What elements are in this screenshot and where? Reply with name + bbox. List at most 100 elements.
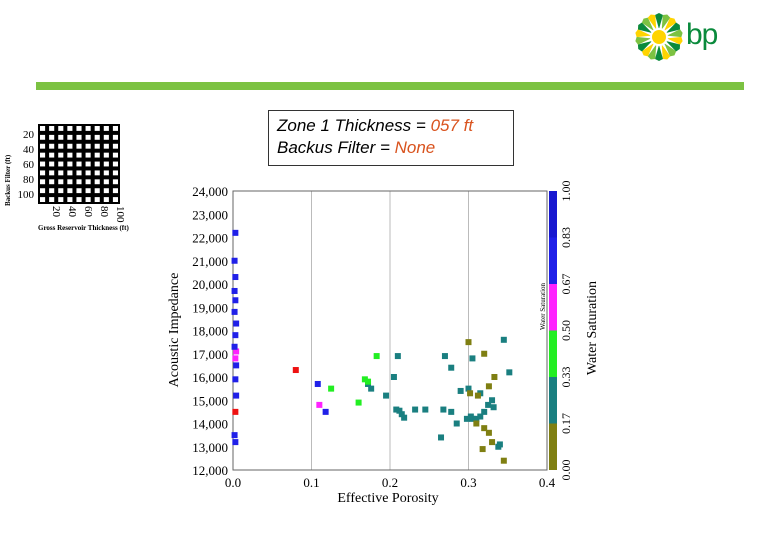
- selector-cell[interactable]: [76, 170, 82, 176]
- selector-cell[interactable]: [49, 126, 55, 131]
- selector-cell[interactable]: [103, 152, 109, 158]
- selector-cell[interactable]: [40, 170, 46, 176]
- selector-cell[interactable]: [94, 143, 100, 149]
- selector-cell[interactable]: [85, 134, 91, 140]
- selector-cell[interactable]: [94, 188, 100, 194]
- data-point: [467, 390, 474, 397]
- selector-cell[interactable]: [58, 126, 64, 131]
- data-point: [401, 414, 408, 421]
- colorbar-tick-label: 0.83: [559, 227, 573, 248]
- selector-cell[interactable]: [103, 143, 109, 149]
- selector-cell[interactable]: [40, 179, 46, 185]
- backus-filter-line: Backus Filter = None: [277, 137, 513, 159]
- selector-cell[interactable]: [112, 134, 118, 140]
- selector-cell[interactable]: [40, 152, 46, 158]
- selector-cell[interactable]: [103, 161, 109, 167]
- selector-cell[interactable]: [49, 161, 55, 167]
- selector-cell[interactable]: [103, 179, 109, 185]
- selector-cell[interactable]: [40, 143, 46, 149]
- selector-cell[interactable]: [94, 126, 100, 131]
- selector-cell[interactable]: [94, 179, 100, 185]
- selector-cell[interactable]: [67, 134, 73, 140]
- selector-cell[interactable]: [85, 197, 91, 202]
- selector-cell[interactable]: [76, 152, 82, 158]
- zone-info-box: Zone 1 Thickness = 057 ft Backus Filter …: [268, 110, 514, 166]
- selector-cell[interactable]: [85, 170, 91, 176]
- selector-cell[interactable]: [58, 179, 64, 185]
- selector-cell[interactable]: [67, 143, 73, 149]
- selector-cell[interactable]: [76, 134, 82, 140]
- selector-cell[interactable]: [76, 188, 82, 194]
- selector-cell[interactable]: [49, 170, 55, 176]
- selector-cell[interactable]: [85, 126, 91, 131]
- colorbar-tick-label: 0.17: [559, 413, 573, 434]
- selector-cell[interactable]: [58, 134, 64, 140]
- selector-cell[interactable]: [67, 126, 73, 131]
- selector-cell[interactable]: [103, 134, 109, 140]
- selector-cell[interactable]: [49, 197, 55, 202]
- selector-cell[interactable]: [103, 170, 109, 176]
- selector-cell[interactable]: [112, 170, 118, 176]
- selector-cell[interactable]: [67, 179, 73, 185]
- selector-cell[interactable]: [67, 188, 73, 194]
- selector-cell[interactable]: [40, 126, 46, 131]
- selector-cell[interactable]: [94, 170, 100, 176]
- selector-cell[interactable]: [49, 143, 55, 149]
- selector-cell[interactable]: [58, 143, 64, 149]
- selector-cell[interactable]: [94, 197, 100, 202]
- selector-cell[interactable]: [58, 152, 64, 158]
- selector-cell[interactable]: [76, 179, 82, 185]
- selector-cell[interactable]: [49, 179, 55, 185]
- data-point: [453, 420, 460, 427]
- selector-cell[interactable]: [94, 134, 100, 140]
- selector-cell[interactable]: [76, 126, 82, 131]
- logo-petal: [666, 29, 683, 38]
- data-point: [469, 415, 476, 422]
- selector-cell[interactable]: [112, 197, 118, 202]
- selector-cell[interactable]: [76, 161, 82, 167]
- selector-y-tick: 100: [18, 189, 35, 201]
- selector-cell[interactable]: [112, 143, 118, 149]
- selector-cell[interactable]: [58, 170, 64, 176]
- selector-cell[interactable]: [58, 197, 64, 202]
- data-point: [322, 408, 329, 415]
- data-point: [469, 355, 476, 362]
- selector-cell[interactable]: [40, 188, 46, 194]
- selector-cell[interactable]: [58, 188, 64, 194]
- selector-cell[interactable]: [67, 170, 73, 176]
- bp-logo-text: bp: [686, 18, 718, 51]
- thickness-filter-selector[interactable]: Backus Filter (ft) 20 40 60 80 100 20 40 60 80 1…: [0, 118, 160, 238]
- selector-cell[interactable]: [40, 134, 46, 140]
- selector-cell[interactable]: [112, 161, 118, 167]
- selector-cell[interactable]: [58, 161, 64, 167]
- selector-cell[interactable]: [49, 152, 55, 158]
- selector-cell[interactable]: [94, 161, 100, 167]
- selector-cell[interactable]: [94, 152, 100, 158]
- selector-x-tick: 20: [50, 206, 62, 218]
- selector-cell[interactable]: [49, 188, 55, 194]
- selector-cell[interactable]: [49, 134, 55, 140]
- data-point: [422, 406, 429, 413]
- selector-cell[interactable]: [103, 126, 109, 131]
- y-tick-label: 12,000: [192, 463, 228, 478]
- selector-cell[interactable]: [112, 152, 118, 158]
- selector-cell[interactable]: [103, 188, 109, 194]
- selector-cell[interactable]: [103, 197, 109, 202]
- selector-cell[interactable]: [40, 161, 46, 167]
- selector-cell[interactable]: [85, 143, 91, 149]
- selector-cell[interactable]: [85, 188, 91, 194]
- data-point: [233, 392, 240, 399]
- selector-cell[interactable]: [76, 143, 82, 149]
- selector-cell[interactable]: [112, 188, 118, 194]
- selector-cell[interactable]: [85, 179, 91, 185]
- data-point: [448, 408, 455, 415]
- selector-cell[interactable]: [76, 197, 82, 202]
- selector-cell[interactable]: [40, 197, 46, 202]
- selector-cell[interactable]: [67, 152, 73, 158]
- selector-cell[interactable]: [85, 161, 91, 167]
- selector-cell[interactable]: [112, 179, 118, 185]
- selector-cell[interactable]: [85, 152, 91, 158]
- selector-cell[interactable]: [67, 197, 73, 202]
- selector-cell[interactable]: [112, 126, 118, 131]
- selector-cell[interactable]: [67, 161, 73, 167]
